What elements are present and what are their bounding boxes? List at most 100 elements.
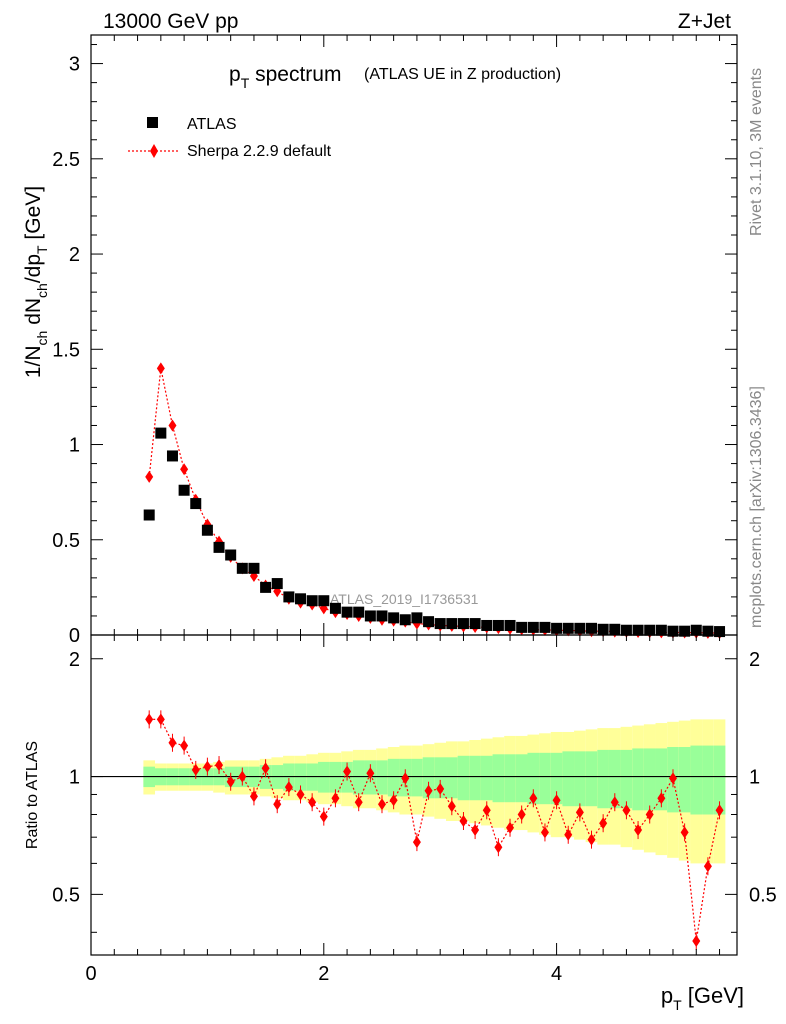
ratio-sherpa-point xyxy=(610,796,619,809)
atlas-point xyxy=(376,610,388,622)
legend: ATLAS Sherpa 2.2.9 default xyxy=(128,116,332,160)
band-inner xyxy=(608,749,621,809)
ratio-sherpa-point xyxy=(506,821,515,834)
ratio-sherpa-point xyxy=(657,792,666,805)
rivet-version-label: Rivet 3.1.10, 3M events xyxy=(748,68,765,236)
main-y-tick-label: 1 xyxy=(69,435,80,457)
band-inner xyxy=(713,745,726,815)
ratio-sherpa-point xyxy=(377,798,386,811)
ratio-sherpa-point xyxy=(529,792,538,805)
atlas-point xyxy=(213,541,225,553)
ratio-sherpa-point xyxy=(238,770,247,783)
ratio-sherpa-point xyxy=(215,759,224,772)
ratio-sherpa-point xyxy=(296,788,305,801)
band-inner xyxy=(434,757,447,799)
band-inner xyxy=(376,760,388,795)
ratio-sherpa-series xyxy=(145,710,724,951)
ratio-sherpa-point xyxy=(284,781,293,794)
process-label: Z+Jet xyxy=(678,10,731,33)
atlas-point xyxy=(609,623,621,635)
atlas-point xyxy=(225,549,237,561)
ratio-sherpa-point xyxy=(680,826,689,839)
ratio-sherpa-point xyxy=(436,782,445,795)
atlas-point xyxy=(271,578,283,590)
ratio-y-tick-label-right: 0.5 xyxy=(749,884,777,906)
ratio-uncertainty-bands xyxy=(143,719,726,864)
band-inner xyxy=(643,748,656,811)
plot-subtitle: (ATLAS UE in Z production) xyxy=(364,66,561,83)
main-y-tick-labels: 0 0.5 1 1.5 2 2.5 3 xyxy=(52,54,80,647)
ratio-sherpa-point xyxy=(180,739,189,752)
atlas-point xyxy=(318,595,330,607)
ratio-sherpa-point xyxy=(308,796,317,809)
atlas-point xyxy=(329,602,341,614)
main-y-tick-label: 1.5 xyxy=(52,339,80,361)
legend-atlas-label: ATLAS xyxy=(187,116,237,133)
main-y-tick-label: 0.5 xyxy=(52,530,80,552)
ratio-sherpa-point xyxy=(471,824,480,837)
ratio-sherpa-point xyxy=(226,775,235,788)
atlas-point xyxy=(446,618,458,630)
ratio-y-tick-label-left: 0.5 xyxy=(52,884,80,906)
band-inner xyxy=(550,752,563,805)
atlas-point xyxy=(283,591,295,603)
atlas-point xyxy=(586,622,598,634)
ratio-axis-ticks xyxy=(90,635,737,955)
band-inner xyxy=(574,751,586,807)
atlas-point xyxy=(714,626,726,638)
atlas-point xyxy=(539,621,551,633)
ratio-sherpa-point xyxy=(517,808,526,821)
ratio-sherpa-point xyxy=(622,804,631,817)
legend-atlas-marker xyxy=(147,117,158,128)
ratio-sherpa-point xyxy=(331,792,340,805)
ratio-sherpa-point xyxy=(587,833,596,846)
ratio-sherpa-point xyxy=(145,713,154,726)
ratio-sherpa-point xyxy=(191,763,200,776)
ratio-sherpa-point xyxy=(249,790,258,803)
x-tick-label: 2 xyxy=(318,963,329,985)
sherpa-line xyxy=(148,368,720,634)
atlas-point xyxy=(399,614,411,626)
ratio-sherpa-point xyxy=(203,760,212,773)
atlas-point xyxy=(178,484,190,496)
atlas-point xyxy=(353,606,365,618)
ratio-sherpa-point xyxy=(354,796,363,809)
atlas-point xyxy=(364,610,376,622)
ratio-sherpa-point xyxy=(168,736,177,749)
ratio-sherpa-point xyxy=(692,935,701,948)
band-inner xyxy=(480,755,493,801)
atlas-point xyxy=(166,450,178,462)
band-inner xyxy=(411,758,423,797)
band-inner xyxy=(539,752,551,805)
atlas-point xyxy=(644,624,656,636)
analysis-watermark: ATLAS_2019_I1736531 xyxy=(330,591,479,607)
ratio-sherpa-point xyxy=(575,806,584,819)
x-tick-label: 4 xyxy=(551,963,562,985)
ratio-sherpa-point xyxy=(668,772,677,785)
atlas-point xyxy=(434,618,446,630)
ratio-y-tick-label-left: 2 xyxy=(69,649,80,671)
band-inner xyxy=(422,757,435,799)
source-label: mcplots.cern.ch [arXiv:1306.3436] xyxy=(748,386,765,628)
band-inner xyxy=(469,755,481,801)
atlas-point xyxy=(481,619,493,631)
atlas-point xyxy=(574,622,586,634)
atlas-point xyxy=(190,498,202,510)
atlas-point xyxy=(248,562,260,574)
atlas-point xyxy=(236,562,248,574)
ratio-sherpa-point xyxy=(412,836,421,849)
atlas-series xyxy=(143,427,726,638)
atlas-point xyxy=(388,612,400,624)
ratio-sherpa-point xyxy=(494,841,503,854)
atlas-point xyxy=(527,621,539,633)
main-y-tick-label: 2 xyxy=(69,244,80,266)
band-inner xyxy=(632,748,644,811)
sherpa-point xyxy=(168,419,177,432)
energy-label: 13000 GeV pp xyxy=(103,10,238,33)
band-inner xyxy=(585,751,598,807)
ratio-sherpa-point xyxy=(599,817,608,830)
ratio-panel: 0.5 0.5 1 1 2 2 0 2 4 Ratio to ATLAS pT [GeV] xyxy=(24,634,777,1013)
ratio-sherpa-point xyxy=(366,767,375,780)
band-inner xyxy=(329,761,342,793)
